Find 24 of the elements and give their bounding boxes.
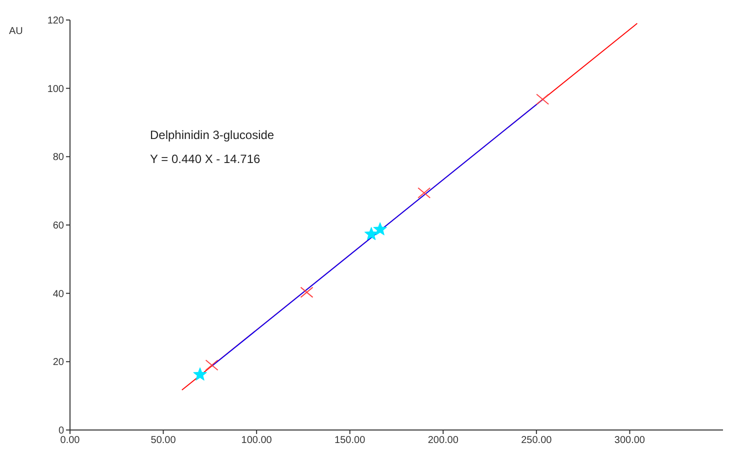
- y-tick-label: 100: [47, 84, 64, 95]
- x-tick-label: 250.00: [521, 435, 552, 446]
- y-tick-label: 80: [52, 152, 64, 164]
- annotation: Delphinidin 3-glucoside: [150, 128, 274, 142]
- point: [364, 226, 378, 240]
- point: [373, 222, 387, 236]
- x-tick-label: 0.00: [60, 435, 80, 446]
- y-tick-label: 40: [52, 288, 64, 300]
- y-tick-label: 60: [52, 220, 64, 232]
- x-tick-label: 100.00: [241, 435, 272, 446]
- annotation: Y = 0.440 X - 14.716: [150, 152, 260, 166]
- y-axis-title: AU: [9, 26, 23, 37]
- x-tick-label: 150.00: [334, 435, 366, 446]
- x-tick-label: 200.00: [428, 435, 459, 446]
- y-tick-label: 20: [52, 357, 64, 368]
- y-tick-label: 0: [58, 426, 64, 437]
- point: [536, 94, 550, 105]
- x-tick-label: 50.00: [150, 435, 176, 446]
- x-tick-label: 300.00: [614, 435, 646, 446]
- point: [418, 187, 431, 198]
- point: [300, 286, 314, 298]
- y-tick-label: 120: [47, 16, 64, 27]
- point: [205, 360, 218, 371]
- point: [193, 367, 207, 381]
